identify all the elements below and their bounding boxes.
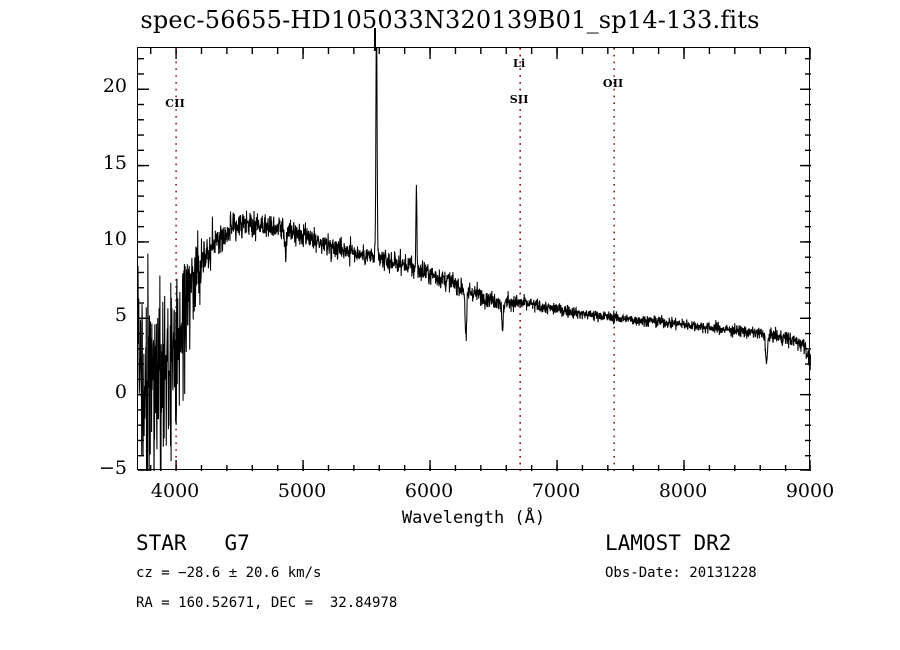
y-tick-label: −5	[98, 457, 127, 479]
x-tick-label: 7000	[531, 480, 581, 502]
x-tick-label: 4000	[150, 480, 200, 502]
x-tick-label: 9000	[785, 480, 835, 502]
x-tick-label: 8000	[658, 480, 708, 502]
y-tick-label: 5	[114, 304, 127, 327]
emission-spike-overflow	[374, 28, 377, 51]
y-tick-label: 0	[114, 380, 127, 403]
x-axis-label: Wavelength (Å)	[401, 508, 546, 528]
spectral-line-label-li: Li	[513, 56, 526, 70]
footer-left-column: STAR G7 cz = −28.6 ± 20.6 km/s RA = 160.…	[136, 528, 397, 618]
footer-right-column: LAMOST DR2 Obs-Date: 20131228	[605, 528, 757, 588]
object-class-line: STAR G7	[136, 531, 250, 555]
coordinates-line: RA = 160.52671, DEC = 32.84978	[136, 595, 398, 611]
plot-area	[137, 47, 811, 471]
y-tick-label: 15	[102, 151, 127, 174]
radial-velocity-line: cz = −28.6 ± 20.6 km/s	[136, 565, 322, 581]
spectral-line-label-cii: CII	[165, 96, 185, 110]
survey-name: LAMOST DR2	[605, 531, 732, 555]
y-tick-label: 20	[102, 75, 127, 98]
spectral-line-label-oii: OII	[602, 76, 624, 90]
page-title: spec-56655-HD105033N320139B01_sp14-133.f…	[140, 6, 760, 34]
x-tick-label: 5000	[277, 480, 327, 502]
spectrum-plot-svg	[138, 48, 811, 471]
obs-date-line: Obs-Date: 20131228	[605, 565, 757, 581]
spectral-line-label-sii: SII	[509, 93, 529, 107]
x-tick-label: 6000	[404, 480, 454, 502]
y-tick-label: 10	[102, 227, 127, 250]
footer-info: STAR G7 cz = −28.6 ± 20.6 km/s RA = 160.…	[0, 528, 900, 648]
